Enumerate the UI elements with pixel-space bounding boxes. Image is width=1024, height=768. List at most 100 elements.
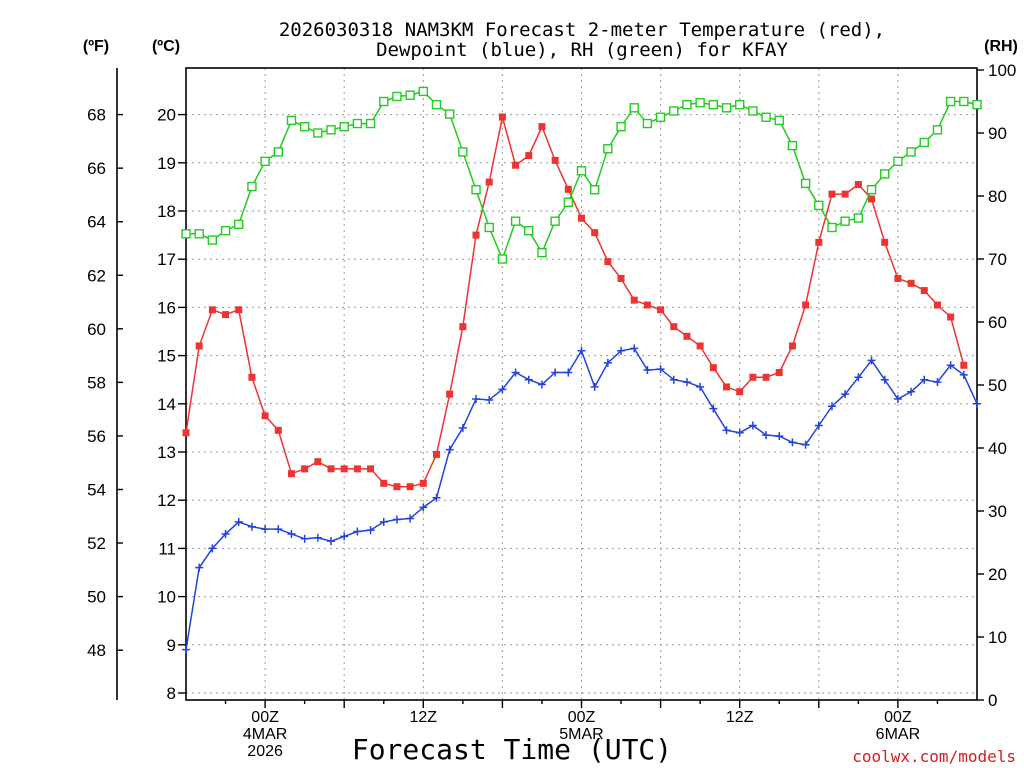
- temperature-point: [762, 373, 770, 381]
- rh-point: [945, 96, 956, 107]
- dewpoint-point: [511, 368, 520, 377]
- dewpoint-point: [392, 515, 401, 524]
- temperature-point: [749, 373, 757, 381]
- temperature-point: [881, 238, 889, 246]
- x-tick-label: 12Z: [410, 709, 438, 726]
- temperature-point: [933, 301, 941, 309]
- rh-point: [352, 118, 363, 129]
- dewpoint-point: [261, 525, 270, 534]
- dewpoint-point: [682, 378, 691, 387]
- dewpoint-point: [366, 526, 375, 535]
- dewpoint-point: [287, 529, 296, 538]
- rh-point: [880, 169, 890, 179]
- dewpoint-point: [485, 395, 494, 404]
- temperature-point: [512, 161, 520, 169]
- temperature-line: [185, 116, 965, 488]
- rh-tick-label: 20: [988, 565, 1007, 584]
- temperature-point: [235, 306, 243, 314]
- celsius-unit-label: (ºC): [152, 38, 180, 55]
- celsius-tick-label: 19: [157, 154, 176, 173]
- rh-point: [444, 109, 455, 119]
- rh-point: [207, 235, 218, 245]
- axes: [116, 67, 984, 708]
- rh-point: [471, 184, 481, 195]
- dewpoint-series: [182, 344, 981, 654]
- dewpoint-point: [406, 514, 415, 523]
- rh-tick-label: 60: [988, 313, 1007, 332]
- temperature-point: [274, 426, 282, 434]
- dewpoint-point: [827, 402, 836, 411]
- celsius-tick-label: 8: [167, 684, 176, 703]
- temperature-point: [736, 388, 744, 396]
- temperature-point: [657, 306, 665, 314]
- fahrenheit-tick-label: 54: [87, 480, 106, 499]
- rh-point: [787, 140, 798, 151]
- dewpoint-point: [801, 440, 810, 449]
- dewpoint-point: [735, 428, 744, 437]
- fahrenheit-tick-label: 52: [87, 534, 106, 553]
- rh-point: [642, 118, 653, 129]
- rh-point: [814, 200, 824, 211]
- rh-tick-label: 10: [988, 628, 1007, 647]
- rh-point: [919, 137, 929, 148]
- x-axis-label: Forecast Time (UTC): [352, 733, 672, 766]
- dewpoint-point: [327, 537, 336, 546]
- celsius-tick-label: 10: [157, 588, 176, 607]
- dewpoint-point: [432, 493, 441, 502]
- temperature-point: [538, 123, 546, 131]
- temperature-point: [182, 429, 190, 437]
- rh-point: [616, 121, 626, 132]
- rh-point: [748, 106, 758, 116]
- rh-point: [589, 184, 600, 195]
- x-tick-label: 00Z: [251, 709, 279, 726]
- data-series: [181, 86, 982, 654]
- dewpoint-point: [854, 373, 863, 382]
- temperature-point: [643, 301, 651, 309]
- rh-point: [194, 229, 204, 239]
- rh-point: [774, 115, 784, 126]
- temperature-point: [353, 465, 361, 473]
- rh-tick-label: 100: [988, 61, 1016, 80]
- temperature-point: [314, 458, 322, 466]
- dewpoint-point: [353, 527, 362, 536]
- rh-point: [972, 99, 982, 110]
- rh-point: [379, 96, 389, 107]
- rh-series: [181, 86, 982, 264]
- dewpoint-point: [788, 438, 797, 447]
- temperature-point: [828, 190, 836, 198]
- rh-point: [181, 229, 191, 239]
- dewpoint-point: [590, 382, 599, 391]
- chart-title-line-1: 2026030318 NAM3KM Forecast 2-meter Tempe…: [279, 19, 885, 41]
- temperature-point: [301, 465, 309, 473]
- rh-point: [392, 91, 402, 102]
- fahrenheit-tick-label: 64: [87, 213, 106, 232]
- fahrenheit-tick-label: 62: [87, 266, 106, 285]
- temperature-point: [406, 483, 414, 491]
- celsius-tick-label: 18: [157, 202, 176, 221]
- x-tick-label: 4MAR: [243, 726, 287, 743]
- celsius-tick-label: 14: [157, 395, 176, 414]
- dewpoint-point: [537, 380, 546, 389]
- rh-tick-label: 80: [988, 187, 1007, 206]
- rh-point: [655, 112, 666, 122]
- dewpoint-point: [472, 394, 481, 403]
- temperature-point: [261, 412, 269, 420]
- temperature-point: [208, 306, 216, 314]
- temperature-point: [485, 178, 493, 186]
- dewpoint-point: [722, 426, 731, 435]
- fahrenheit-tick-label: 58: [87, 373, 106, 392]
- temperature-point: [604, 258, 612, 266]
- temperature-point: [248, 373, 256, 381]
- dewpoint-point: [274, 525, 283, 534]
- dewpoint-point: [221, 529, 230, 538]
- rh-point: [339, 121, 349, 132]
- dewpoint-point: [617, 346, 626, 355]
- temperature-point: [868, 195, 876, 203]
- temperature-point: [841, 190, 849, 198]
- temperature-point: [630, 296, 638, 304]
- rh-point: [286, 115, 297, 126]
- temperature-point: [195, 342, 203, 350]
- fahrenheit-tick-label: 50: [87, 588, 106, 607]
- dewpoint-point: [379, 517, 388, 526]
